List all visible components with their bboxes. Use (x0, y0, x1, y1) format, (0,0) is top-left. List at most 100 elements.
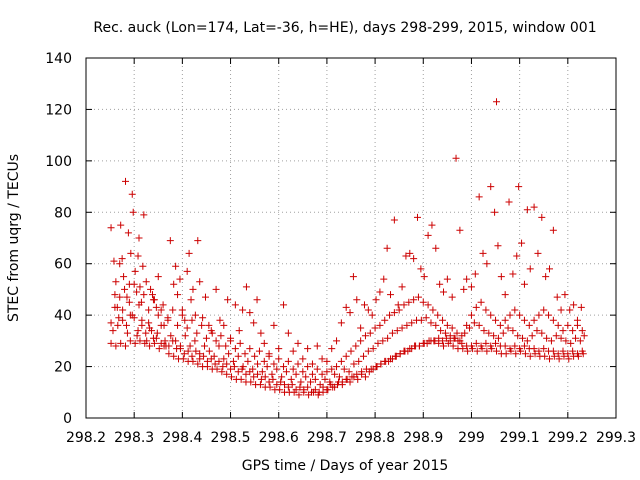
data-point-marker (483, 347, 491, 355)
data-point-marker (429, 306, 437, 314)
y-tick-label: 20 (54, 360, 72, 376)
data-point-marker (487, 183, 495, 191)
y-tick-label: 0 (63, 411, 72, 427)
data-point-marker (475, 193, 483, 201)
data-point-marker (134, 327, 142, 335)
data-point-marker (179, 355, 187, 363)
data-point-marker (235, 327, 243, 335)
data-point-marker (349, 273, 357, 281)
data-point-marker (189, 285, 197, 293)
x-tick-label: 299.1 (500, 430, 540, 446)
data-point-marker (180, 350, 188, 358)
data-point-marker (112, 278, 120, 286)
data-point-marker (393, 327, 401, 335)
data-point-marker (199, 314, 207, 322)
data-point-marker (191, 311, 199, 319)
data-point-marker (538, 213, 546, 221)
data-point-marker (136, 283, 144, 291)
data-point-marker (439, 316, 447, 324)
data-point-marker (297, 378, 305, 386)
data-point-marker (196, 278, 204, 286)
data-point-marker (534, 249, 542, 257)
data-point-marker (318, 355, 326, 363)
data-point-marker (150, 339, 158, 347)
data-point-marker (304, 363, 312, 371)
data-point-marker (448, 324, 456, 332)
data-point-marker (435, 339, 443, 347)
data-point-marker (387, 355, 395, 363)
data-point-marker (265, 352, 273, 360)
data-point-marker (187, 296, 195, 304)
data-point-marker (364, 347, 372, 355)
data-point-marker (493, 347, 501, 355)
data-point-marker (329, 383, 337, 391)
data-point-marker (361, 373, 369, 381)
data-point-marker (228, 373, 236, 381)
data-point-marker (244, 357, 252, 365)
data-point-marker (270, 360, 278, 368)
data-point-marker (157, 321, 165, 329)
x-tick-label: 298.4 (162, 430, 202, 446)
data-point-marker (564, 321, 572, 329)
data-point-marker (507, 347, 515, 355)
data-point-marker (253, 296, 261, 304)
data-point-marker (277, 378, 285, 386)
data-point-marker (308, 360, 316, 368)
data-point-marker (463, 321, 471, 329)
data-point-marker (319, 388, 327, 396)
data-point-marker (184, 347, 192, 355)
data-point-marker (114, 321, 122, 329)
data-point-marker (432, 321, 440, 329)
data-point-marker (260, 339, 268, 347)
data-point-marker (366, 329, 374, 337)
data-point-marker (139, 262, 147, 270)
data-point-marker (440, 288, 448, 296)
data-point-marker (241, 350, 249, 358)
data-point-marker (549, 316, 557, 324)
data-point-marker (384, 334, 392, 342)
data-point-marker (492, 316, 500, 324)
y-axis-label: STEC from uqrg / TECUs (6, 154, 22, 322)
data-point-marker (554, 321, 562, 329)
data-point-marker (419, 298, 427, 306)
data-point-marker (456, 337, 464, 345)
data-point-marker (188, 316, 196, 324)
data-point-marker (333, 363, 341, 371)
data-point-marker (470, 319, 478, 327)
data-point-marker (304, 383, 312, 391)
data-point-marker (227, 337, 235, 345)
data-point-marker (194, 237, 202, 245)
data-point-marker (145, 306, 153, 314)
data-point-marker (284, 383, 292, 391)
data-point-marker (501, 291, 509, 299)
data-point-marker (157, 306, 165, 314)
data-point-marker (152, 303, 160, 311)
data-point-marker (434, 311, 442, 319)
data-point-marker (424, 301, 432, 309)
x-tick-label: 298.7 (307, 430, 347, 446)
data-point-marker (133, 332, 141, 340)
data-point-marker (520, 342, 528, 350)
data-point-marker (299, 355, 307, 363)
data-point-marker (358, 368, 366, 376)
data-point-marker (109, 327, 117, 335)
data-point-marker (357, 337, 365, 345)
data-point-marker (203, 363, 211, 371)
data-point-marker (560, 352, 568, 360)
x-tick-label: 298.5 (210, 430, 250, 446)
data-point-marker (525, 321, 533, 329)
data-point-marker (533, 327, 541, 335)
data-point-marker (250, 373, 258, 381)
data-point-marker (528, 332, 536, 340)
data-point-marker (126, 337, 134, 345)
data-point-marker (174, 321, 182, 329)
data-point-marker (131, 267, 139, 275)
y-tick-label: 140 (45, 51, 72, 67)
data-point-marker (451, 334, 459, 342)
data-point-marker (559, 327, 567, 335)
data-point-marker (211, 360, 219, 368)
data-point-marker (261, 373, 269, 381)
data-point-marker (567, 339, 575, 347)
data-point-marker (250, 319, 258, 327)
data-point-marker (287, 375, 295, 383)
